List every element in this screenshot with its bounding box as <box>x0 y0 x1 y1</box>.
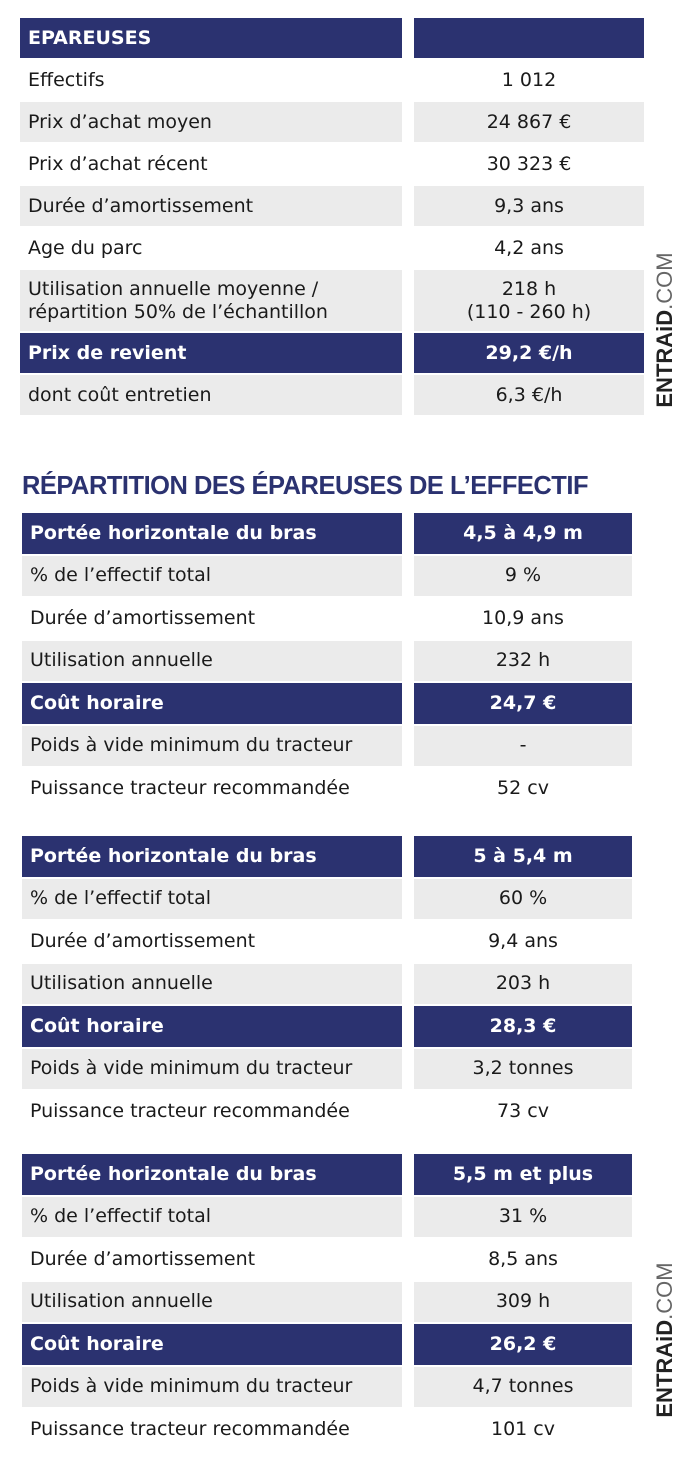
group-table-3: Portée horizontale du bras 5,5 m et plus%… <box>22 1154 632 1450</box>
row-label: Portée horizontale du bras <box>22 836 402 877</box>
row-value: 9,3 ans <box>414 186 644 226</box>
row-value: 10,9 ans <box>414 598 632 639</box>
row-label: Utilisation annuelle moyenne / répartiti… <box>20 270 402 331</box>
row-label: Utilisation annuelle <box>22 640 402 681</box>
row-value: 203 h <box>414 963 632 1004</box>
row-label: Poids à vide minimum du tracteur <box>22 1048 402 1089</box>
row-value: 232 h <box>414 640 632 681</box>
row-label: % de l’effectif total <box>22 1196 402 1237</box>
row-label: dont coût entretien <box>20 375 402 415</box>
row-value: 8,5 ans <box>414 1239 632 1280</box>
row-value: 309 h <box>414 1281 632 1322</box>
row-label: Portée horizontale du bras <box>22 513 402 554</box>
row-value: 3,2 tonnes <box>414 1048 632 1089</box>
row-value: 4,5 à 4,9 m <box>414 513 632 554</box>
row-value: 60 % <box>414 878 632 919</box>
row-value: 52 cv <box>414 768 632 809</box>
row-label: Poids à vide minimum du tracteur <box>22 725 402 766</box>
row-value: 73 cv <box>414 1091 632 1132</box>
row-value: 24,7 € <box>414 683 632 724</box>
row-value: 4,2 ans <box>414 228 644 268</box>
row-value: 28,3 € <box>414 1006 632 1047</box>
row-label: Durée d’amortissement <box>22 1239 402 1280</box>
row-value: 6,3 €/h <box>414 375 644 415</box>
table-header-label: EPAREUSES <box>20 18 402 58</box>
summary-table: EPAREUSES Effectifs 1 012 Prix d’achat moye… <box>20 18 644 415</box>
row-label: Portée horizontale du bras <box>22 1154 402 1195</box>
row-label: % de l’effectif total <box>22 555 402 596</box>
row-value: - <box>414 725 632 766</box>
row-value: 5,5 m et plus <box>414 1154 632 1195</box>
row-value: 9,4 ans <box>414 921 632 962</box>
row-label: Coût horaire <box>22 683 402 724</box>
row-label: Effectifs <box>20 60 402 100</box>
row-value: 9 % <box>414 555 632 596</box>
row-label: Utilisation annuelle <box>22 963 402 1004</box>
row-label: Durée d’amortissement <box>20 186 402 226</box>
row-label: Prix de revient <box>20 333 402 373</box>
row-label: Prix d’achat moyen <box>20 102 402 142</box>
row-label: Puissance tracteur recommandée <box>22 1091 402 1132</box>
row-label: Durée d’amortissement <box>22 921 402 962</box>
row-value: 29,2 €/h <box>414 333 644 373</box>
row-value: 101 cv <box>414 1409 632 1450</box>
row-label: Coût horaire <box>22 1006 402 1047</box>
group-table-1: Portée horizontale du bras 4,5 à 4,9 m % d… <box>22 513 632 809</box>
section-title: RÉPARTITION DES ÉPAREUSES DE L’EFFECTIF <box>22 470 589 500</box>
row-value: 5 à 5,4 m <box>414 836 632 877</box>
row-label: Prix d’achat récent <box>20 144 402 184</box>
row-label: Durée d’amortissement <box>22 598 402 639</box>
row-value: 24 867 € <box>414 102 644 142</box>
row-label: Poids à vide minimum du tracteur <box>22 1366 402 1407</box>
row-label: Age du parc <box>20 228 402 268</box>
row-value: 30 323 € <box>414 144 644 184</box>
row-value: 218 h (110 - 260 h) <box>414 270 644 331</box>
row-label: Puissance tracteur recommandée <box>22 768 402 809</box>
row-label: Puissance tracteur recommandée <box>22 1409 402 1450</box>
row-label: Utilisation annuelle <box>22 1281 402 1322</box>
row-value: 1 012 <box>414 60 644 100</box>
row-value: 31 % <box>414 1196 632 1237</box>
table-header-value <box>414 18 644 58</box>
row-value: 4,7 tonnes <box>414 1366 632 1407</box>
row-label: Coût horaire <box>22 1324 402 1365</box>
row-value: 26,2 € <box>414 1324 632 1365</box>
row-label: % de l’effectif total <box>22 878 402 919</box>
group-table-2: Portée horizontale du bras 5 à 5,4 m % de … <box>22 836 632 1132</box>
